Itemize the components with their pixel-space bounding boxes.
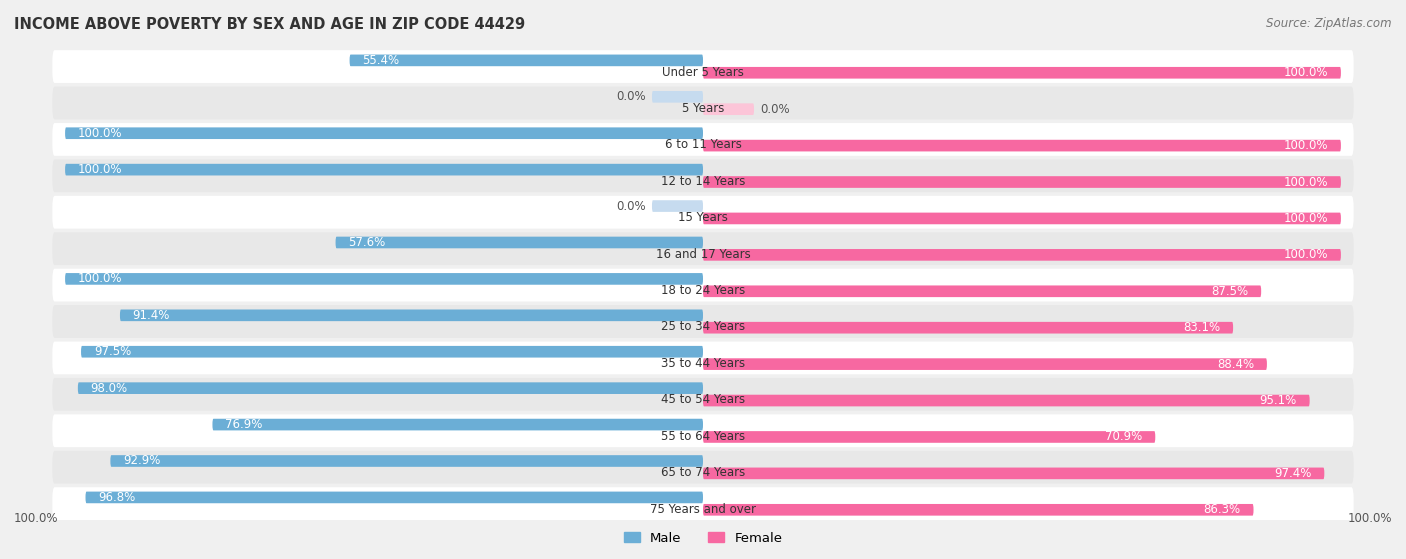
- FancyBboxPatch shape: [52, 87, 1354, 120]
- Text: Under 5 Years: Under 5 Years: [662, 65, 744, 78]
- Text: 100.0%: 100.0%: [77, 272, 122, 286]
- Text: 98.0%: 98.0%: [90, 382, 128, 395]
- FancyBboxPatch shape: [52, 378, 1354, 411]
- FancyBboxPatch shape: [703, 431, 1156, 443]
- FancyBboxPatch shape: [703, 358, 1267, 370]
- FancyBboxPatch shape: [52, 305, 1354, 338]
- FancyBboxPatch shape: [111, 455, 703, 467]
- FancyBboxPatch shape: [120, 310, 703, 321]
- Text: 100.0%: 100.0%: [1284, 212, 1329, 225]
- FancyBboxPatch shape: [65, 273, 703, 285]
- Text: 100.0%: 100.0%: [77, 127, 122, 140]
- Text: 55.4%: 55.4%: [363, 54, 399, 67]
- FancyBboxPatch shape: [703, 212, 1341, 224]
- Text: 57.6%: 57.6%: [349, 236, 385, 249]
- FancyBboxPatch shape: [652, 200, 703, 212]
- Text: 86.3%: 86.3%: [1204, 503, 1240, 517]
- Text: 15 Years: 15 Years: [678, 211, 728, 224]
- FancyBboxPatch shape: [703, 467, 1324, 479]
- Text: 100.0%: 100.0%: [1284, 248, 1329, 262]
- Text: 97.4%: 97.4%: [1274, 467, 1312, 480]
- Text: Source: ZipAtlas.com: Source: ZipAtlas.com: [1267, 17, 1392, 30]
- FancyBboxPatch shape: [52, 414, 1354, 447]
- Text: 100.0%: 100.0%: [1284, 67, 1329, 79]
- Text: 76.9%: 76.9%: [225, 418, 263, 431]
- FancyBboxPatch shape: [703, 286, 1261, 297]
- Text: 92.9%: 92.9%: [124, 454, 160, 467]
- FancyBboxPatch shape: [65, 127, 703, 139]
- FancyBboxPatch shape: [86, 491, 703, 503]
- Text: INCOME ABOVE POVERTY BY SEX AND AGE IN ZIP CODE 44429: INCOME ABOVE POVERTY BY SEX AND AGE IN Z…: [14, 17, 526, 32]
- FancyBboxPatch shape: [336, 236, 703, 248]
- Text: 83.1%: 83.1%: [1184, 321, 1220, 334]
- FancyBboxPatch shape: [77, 382, 703, 394]
- FancyBboxPatch shape: [82, 346, 703, 358]
- Text: 0.0%: 0.0%: [761, 103, 790, 116]
- FancyBboxPatch shape: [703, 67, 1341, 79]
- Text: 100.0%: 100.0%: [1284, 176, 1329, 188]
- FancyBboxPatch shape: [703, 395, 1309, 406]
- Text: 87.5%: 87.5%: [1212, 285, 1249, 298]
- Text: 16 and 17 Years: 16 and 17 Years: [655, 248, 751, 260]
- Text: 0.0%: 0.0%: [616, 200, 645, 212]
- FancyBboxPatch shape: [703, 322, 1233, 334]
- FancyBboxPatch shape: [703, 504, 1254, 515]
- Text: 35 to 44 Years: 35 to 44 Years: [661, 357, 745, 370]
- Text: 96.8%: 96.8%: [98, 491, 135, 504]
- FancyBboxPatch shape: [703, 249, 1341, 260]
- Text: 100.0%: 100.0%: [14, 511, 59, 525]
- FancyBboxPatch shape: [652, 91, 703, 103]
- FancyBboxPatch shape: [52, 123, 1354, 156]
- FancyBboxPatch shape: [52, 269, 1354, 301]
- Text: 12 to 14 Years: 12 to 14 Years: [661, 175, 745, 188]
- Text: 18 to 24 Years: 18 to 24 Years: [661, 284, 745, 297]
- Text: 70.9%: 70.9%: [1105, 430, 1143, 443]
- FancyBboxPatch shape: [52, 50, 1354, 83]
- FancyBboxPatch shape: [350, 55, 703, 66]
- Text: 100.0%: 100.0%: [1347, 511, 1392, 525]
- Text: 55 to 64 Years: 55 to 64 Years: [661, 430, 745, 443]
- FancyBboxPatch shape: [52, 342, 1354, 375]
- FancyBboxPatch shape: [52, 451, 1354, 484]
- Text: 25 to 34 Years: 25 to 34 Years: [661, 320, 745, 334]
- FancyBboxPatch shape: [52, 159, 1354, 192]
- FancyBboxPatch shape: [52, 487, 1354, 520]
- Text: 45 to 54 Years: 45 to 54 Years: [661, 394, 745, 406]
- FancyBboxPatch shape: [212, 419, 703, 430]
- Text: 75 Years and over: 75 Years and over: [650, 503, 756, 515]
- Text: 100.0%: 100.0%: [1284, 139, 1329, 152]
- Text: 100.0%: 100.0%: [77, 163, 122, 176]
- Text: 6 to 11 Years: 6 to 11 Years: [665, 139, 741, 151]
- Text: 88.4%: 88.4%: [1218, 358, 1254, 371]
- Text: 5 Years: 5 Years: [682, 102, 724, 115]
- Text: 95.1%: 95.1%: [1260, 394, 1296, 407]
- Text: 97.5%: 97.5%: [94, 345, 131, 358]
- FancyBboxPatch shape: [703, 176, 1341, 188]
- FancyBboxPatch shape: [703, 140, 1341, 151]
- FancyBboxPatch shape: [65, 164, 703, 176]
- Text: 65 to 74 Years: 65 to 74 Years: [661, 466, 745, 479]
- FancyBboxPatch shape: [703, 103, 754, 115]
- Text: 91.4%: 91.4%: [132, 309, 170, 322]
- FancyBboxPatch shape: [52, 196, 1354, 229]
- Text: 0.0%: 0.0%: [616, 91, 645, 103]
- FancyBboxPatch shape: [52, 233, 1354, 265]
- Legend: Male, Female: Male, Female: [619, 527, 787, 550]
